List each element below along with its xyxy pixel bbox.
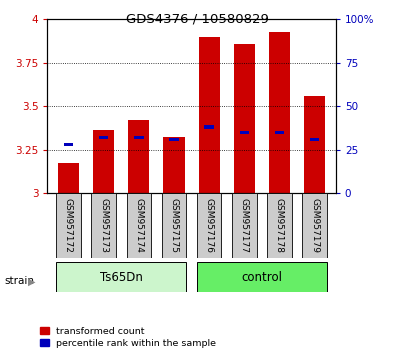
Text: GDS4376 / 10580829: GDS4376 / 10580829 bbox=[126, 12, 269, 25]
Legend: transformed count, percentile rank within the sample: transformed count, percentile rank withi… bbox=[40, 327, 216, 348]
Bar bbox=[197, 262, 327, 292]
Bar bbox=[64, 143, 73, 146]
Bar bbox=[58, 164, 79, 193]
Bar bbox=[199, 37, 220, 193]
Bar bbox=[93, 131, 114, 193]
Bar bbox=[99, 136, 108, 139]
Bar bbox=[234, 44, 255, 193]
Bar bbox=[310, 138, 320, 141]
Text: control: control bbox=[241, 270, 282, 284]
Bar bbox=[56, 262, 186, 292]
Bar bbox=[232, 193, 257, 258]
Bar bbox=[91, 193, 116, 258]
Text: strain: strain bbox=[5, 276, 35, 286]
Text: GSM957179: GSM957179 bbox=[310, 198, 319, 252]
Text: GSM957176: GSM957176 bbox=[205, 198, 214, 252]
Bar bbox=[302, 193, 327, 258]
Text: Ts65Dn: Ts65Dn bbox=[100, 270, 143, 284]
Bar bbox=[240, 131, 249, 134]
Bar bbox=[267, 193, 292, 258]
Bar bbox=[304, 96, 325, 193]
Text: GSM957174: GSM957174 bbox=[134, 198, 143, 252]
Bar bbox=[162, 193, 186, 258]
Bar bbox=[204, 125, 214, 129]
Text: GSM957173: GSM957173 bbox=[99, 198, 108, 252]
Bar bbox=[126, 193, 151, 258]
Text: GSM957175: GSM957175 bbox=[169, 198, 179, 252]
Bar bbox=[269, 32, 290, 193]
Text: GSM957177: GSM957177 bbox=[240, 198, 249, 252]
Bar bbox=[169, 138, 179, 141]
Bar bbox=[128, 120, 149, 193]
Bar bbox=[56, 193, 81, 258]
Text: GSM957178: GSM957178 bbox=[275, 198, 284, 252]
Bar bbox=[197, 193, 222, 258]
Bar bbox=[275, 131, 284, 134]
Text: ▶: ▶ bbox=[28, 276, 36, 286]
Bar bbox=[164, 137, 184, 193]
Text: GSM957172: GSM957172 bbox=[64, 198, 73, 252]
Bar bbox=[134, 136, 143, 139]
